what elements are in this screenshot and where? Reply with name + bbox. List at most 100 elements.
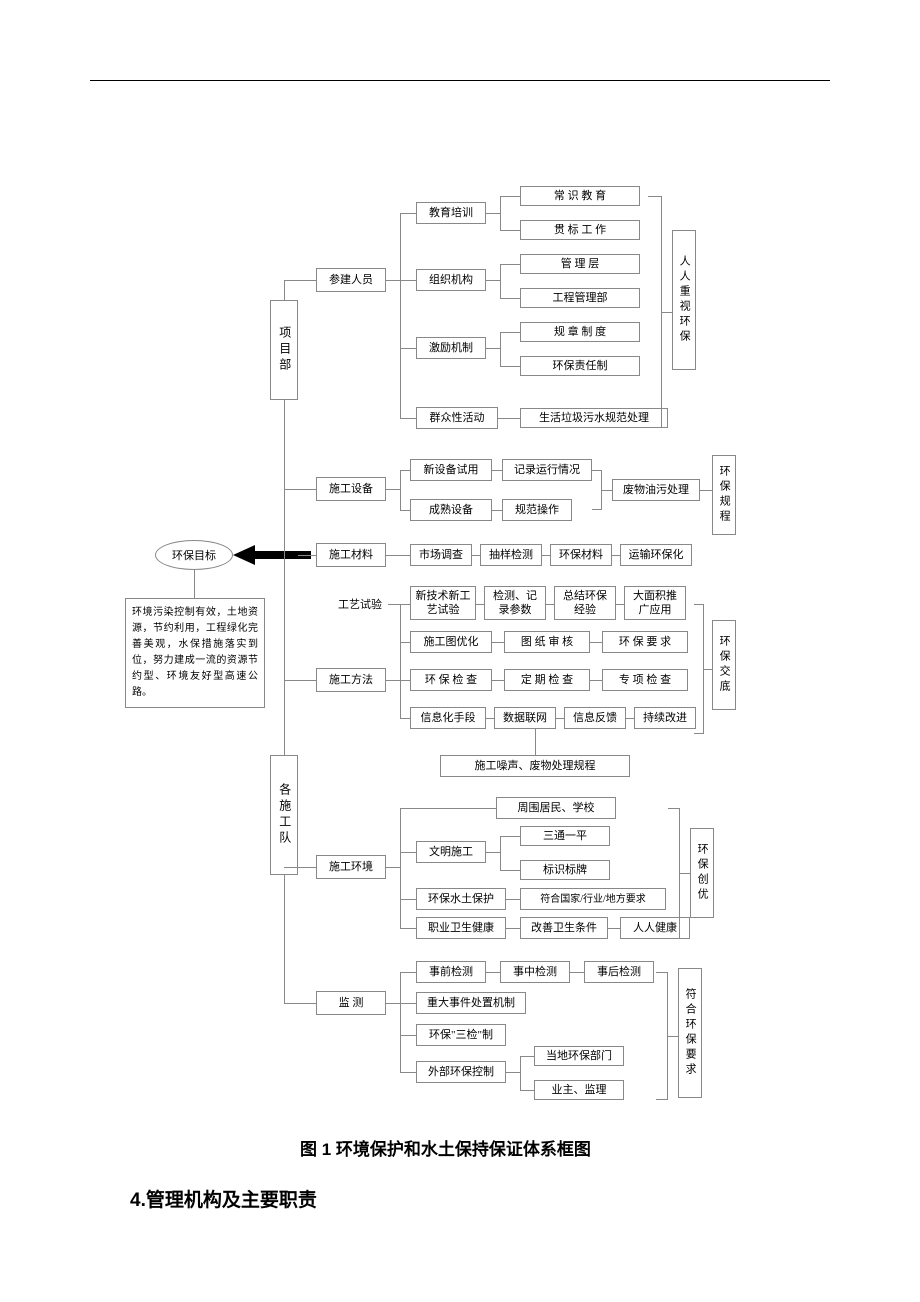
b4-lab-label: 工艺试验 — [338, 599, 382, 611]
b4-r3-in — [400, 680, 410, 681]
side2-stem — [700, 490, 712, 491]
b6-ext-a: 当地环保部门 — [534, 1046, 624, 1066]
b3-c-label: 环保材料 — [559, 548, 603, 562]
b1-out — [386, 280, 400, 281]
b4-r2c-label: 环 保 要 求 — [619, 635, 671, 649]
b4-r4b-label: 数据联网 — [503, 711, 547, 725]
construction-teams-label: 各施工队 — [276, 783, 292, 847]
b1-org-in — [400, 280, 416, 281]
b3-b: 抽样检测 — [480, 544, 542, 566]
b4-r4a: 信息化手段 — [410, 707, 486, 729]
b6-maj-in — [400, 1003, 416, 1004]
b4-r4c-label: 信息反馈 — [573, 711, 617, 725]
b3-cd — [612, 555, 620, 556]
b2-out — [386, 489, 400, 490]
b2-waste-label: 废物油污处理 — [623, 483, 689, 497]
b4-spine — [400, 604, 401, 719]
b3-out — [386, 555, 410, 556]
b3-d: 运输环保化 — [620, 544, 692, 566]
b6-ab — [486, 972, 500, 973]
b5-civ-in — [400, 852, 416, 853]
b5-env-a: 符合国家/行业/地方要求 — [520, 888, 666, 910]
b1-spine — [400, 213, 401, 418]
b5-ohs: 职业卫生健康 — [416, 917, 506, 939]
b2-waste-bracket — [592, 470, 602, 510]
b2-new: 新设备试用 — [410, 459, 492, 481]
b1-inc-b: 环保责任制 — [520, 356, 640, 376]
b4-r4d-label: 持续改进 — [643, 711, 687, 725]
b6-ext-out — [506, 1072, 520, 1073]
b6-c-label: 事后检测 — [597, 965, 641, 979]
b4-r2b: 图 纸 审 核 — [504, 631, 590, 653]
b6-a-label: 事前检测 — [429, 965, 473, 979]
b3-ab — [472, 555, 480, 556]
b5-ohs-in — [400, 928, 416, 929]
b6-spine — [400, 972, 401, 1073]
b1-act-a: 生活垃圾污水规范处理 — [520, 408, 668, 428]
b1-act-out — [498, 418, 520, 419]
side3-label: 环保交底 — [717, 635, 731, 695]
b5-ohs-out — [506, 928, 520, 929]
b3-c: 环保材料 — [550, 544, 612, 566]
b1-edu-b-in — [500, 230, 520, 231]
b6-ext-in — [400, 1072, 416, 1073]
side3-stem — [704, 669, 712, 670]
b1-inc-b-label: 环保责任制 — [553, 359, 608, 373]
b5-ohs-a-label: 改善卫生条件 — [531, 921, 597, 935]
b4-r1d-label: 大面积推广应用 — [629, 589, 681, 618]
b3-bc — [542, 555, 550, 556]
side1-label: 人人重视环保 — [677, 255, 691, 345]
b1-inc-in — [400, 348, 416, 349]
b5-civ-out — [486, 852, 500, 853]
b6-ext-b: 业主、监理 — [534, 1080, 624, 1100]
b6-tri: 环保"三检"制 — [416, 1024, 506, 1046]
conn-b1 — [284, 280, 316, 281]
b5-ohs-ab — [608, 928, 620, 929]
b4-r4b: 数据联网 — [494, 707, 556, 729]
b1: 参建人员 — [316, 268, 386, 292]
b6-ext-b-in — [520, 1090, 534, 1091]
b2: 施工设备 — [316, 477, 386, 501]
b4-r4ab — [486, 718, 494, 719]
b5-res-in — [400, 808, 496, 809]
b5-ohs-a: 改善卫生条件 — [520, 917, 608, 939]
b1-org-label: 组织机构 — [429, 273, 473, 287]
b1-org-split — [500, 264, 501, 298]
b1-org-b-label: 工程管理部 — [553, 291, 608, 305]
side4-bracket — [668, 808, 680, 939]
b4-r2ab — [492, 642, 504, 643]
b4-r1cd — [616, 604, 624, 605]
b1-inc-split — [500, 332, 501, 366]
b6-out — [386, 1003, 400, 1004]
env-target-label: 环保目标 — [172, 547, 216, 563]
b6-ext-a-label: 当地环保部门 — [546, 1049, 612, 1063]
b4-r1c: 总结环保经验 — [554, 586, 616, 620]
b1-edu-split — [500, 196, 501, 230]
b1-edu-b: 贯 标 工 作 — [520, 220, 640, 240]
top-rule — [90, 80, 830, 81]
b2-waste: 废物油污处理 — [612, 479, 700, 501]
conn-b1v — [284, 280, 285, 300]
b4-r3b-label: 定 期 检 查 — [521, 673, 573, 687]
b4-noise-label: 施工噪声、废物处理规程 — [475, 759, 596, 773]
b5-civ-b-in — [500, 870, 520, 871]
b1-act: 群众性活动 — [416, 407, 498, 429]
b6-b-label: 事中检测 — [513, 965, 557, 979]
side2: 环保规程 — [712, 455, 736, 535]
side5: 符合环保要求 — [678, 968, 702, 1098]
b6-ext-a-in — [520, 1056, 534, 1057]
b2-label: 施工设备 — [329, 482, 373, 496]
b4-r2bc — [590, 642, 602, 643]
b4-noise: 施工噪声、废物处理规程 — [440, 755, 630, 777]
b2-old-out — [492, 510, 502, 511]
b1-label: 参建人员 — [329, 273, 373, 287]
b2-new-a-label: 记录运行情况 — [514, 463, 580, 477]
b4-r1bc — [546, 604, 554, 605]
b3-a: 市场调查 — [410, 544, 472, 566]
b1-inc-a: 规 章 制 度 — [520, 322, 640, 342]
b4-r1a-label: 新技术新工艺试验 — [415, 589, 471, 618]
b2-split — [400, 470, 401, 510]
b1-inc-b-in — [500, 366, 520, 367]
side3-bracket — [694, 604, 704, 734]
b5-civ-label: 文明施工 — [429, 845, 473, 859]
